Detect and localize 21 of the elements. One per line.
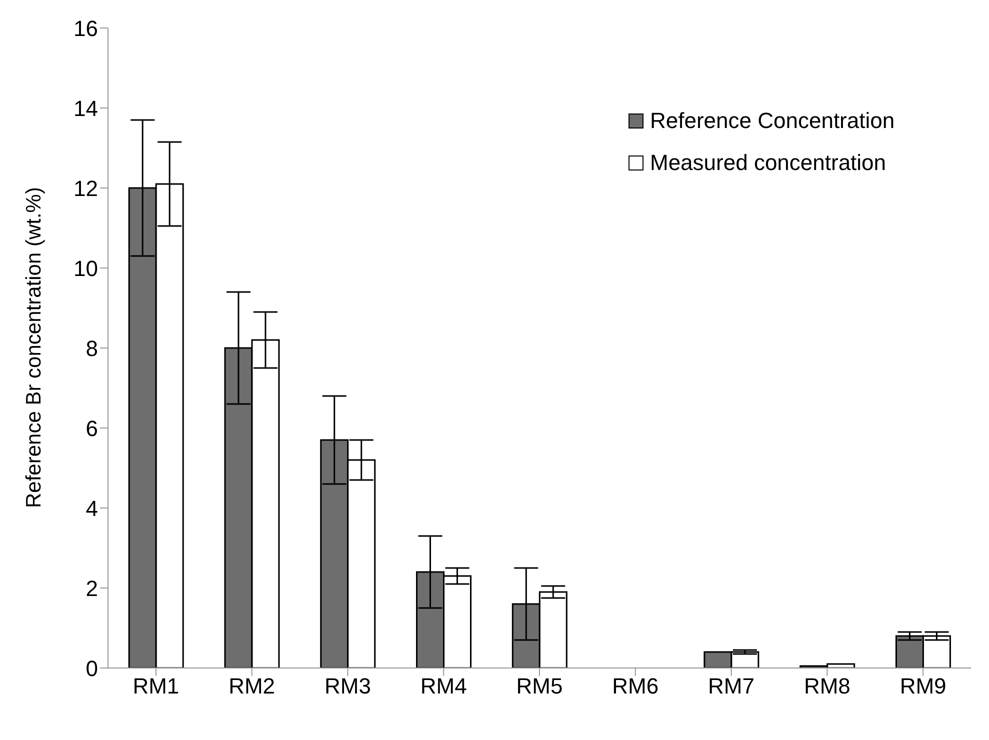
x-tick-label: RM4	[420, 674, 467, 699]
y-tick-label: 4	[86, 496, 98, 521]
y-tick-label: 6	[86, 416, 98, 441]
y-tick-label: 8	[86, 336, 98, 361]
x-tick-label: RM9	[900, 674, 946, 699]
y-tick-label: 12	[74, 176, 98, 201]
x-tick-label: RM3	[324, 674, 371, 699]
legend-label: Reference Concentration	[650, 108, 895, 134]
legend-label: Measured concentration	[650, 150, 886, 176]
x-tick-label: RM1	[132, 674, 180, 699]
x-tick-label: RM6	[612, 674, 659, 699]
x-tick-label: RM2	[228, 674, 276, 699]
x-tick-label: RM7	[708, 674, 755, 699]
y-axis-title: Reference Br concentration (wt.%)	[22, 187, 46, 508]
y-tick-label: 14	[74, 96, 98, 121]
x-tick-label: RM5	[516, 674, 563, 699]
y-tick-label: 0	[86, 656, 98, 681]
x-tick-label: RM8	[804, 674, 850, 699]
y-tick-label: 2	[86, 576, 98, 601]
y-tick-label: 16	[74, 16, 98, 41]
y-tick-label: 10	[74, 256, 98, 281]
